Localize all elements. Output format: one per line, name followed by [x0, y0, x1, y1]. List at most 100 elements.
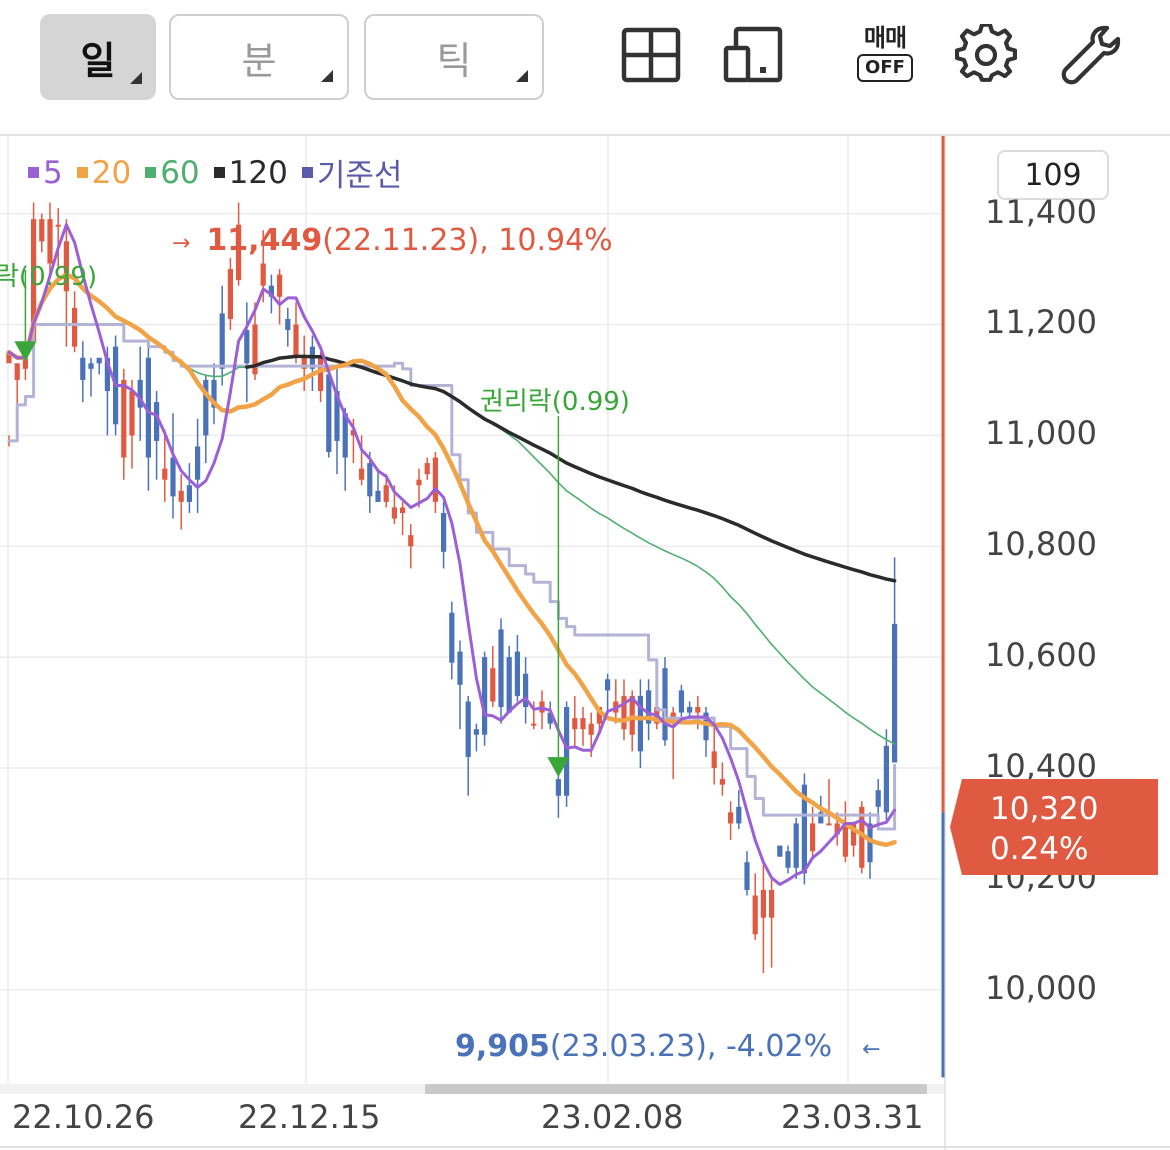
high-arrow-icon: →: [172, 231, 191, 256]
legend-swatch-icon: [145, 167, 157, 178]
dropdown-corner-icon: [321, 70, 333, 82]
ma5-line: [7, 223, 897, 886]
current-price: 10,320: [990, 791, 1099, 827]
candle-body: [892, 623, 898, 763]
candle-body: [826, 823, 832, 826]
event-markers: [14, 270, 570, 778]
candles: [6, 202, 898, 974]
dropdown-corner-icon: [130, 72, 142, 84]
candle-body: [482, 657, 488, 735]
candle-body: [383, 485, 389, 502]
candle-body: [465, 701, 471, 757]
dropdown-corner-icon: [516, 70, 528, 82]
grid-layout-icon[interactable]: [620, 24, 682, 86]
candle-count-box[interactable]: 109: [997, 150, 1109, 200]
candle-body: [137, 379, 143, 408]
candle-body: [760, 889, 766, 918]
moving-average-lines: [6, 223, 897, 886]
trade-toggle-button[interactable]: 매매 OFF: [852, 24, 918, 88]
legend-item[interactable]: 120: [213, 150, 288, 195]
ma20-line: [6, 272, 897, 848]
gear-icon[interactable]: [955, 24, 1017, 86]
candle-body: [662, 668, 668, 741]
candle-body: [564, 707, 570, 796]
legend-swatch-icon: [76, 167, 88, 178]
candle-body: [227, 269, 233, 319]
high-price: 11,449: [206, 223, 323, 258]
bottom-divider: [0, 1146, 1170, 1148]
candle-body: [154, 402, 160, 441]
candle-body: [334, 391, 340, 441]
current-price-tag: 10,320 0.24%: [950, 779, 1158, 875]
candle-body: [490, 668, 496, 702]
price-tag-shape: [950, 779, 1158, 875]
candle-body: [31, 219, 37, 342]
candle-body: [63, 241, 69, 292]
candle-body: [810, 823, 816, 852]
period-minute-button[interactable]: 분: [169, 14, 349, 100]
legend-label: 기준선: [316, 158, 403, 194]
price-range-bar: [941, 136, 945, 1078]
candle-body: [514, 651, 520, 696]
high-detail: (22.11.23), 10.94%: [322, 223, 613, 258]
candle-body: [162, 468, 168, 480]
candle-body: [473, 729, 479, 735]
legend-label: 5: [43, 154, 63, 191]
candle-body: [711, 751, 717, 768]
event-marker-triangle: [547, 757, 570, 778]
period-tick-button[interactable]: 틱: [364, 14, 544, 100]
price-tick-label: 11,400: [985, 192, 1097, 231]
candle-body: [391, 507, 397, 519]
candle-body: [736, 806, 742, 824]
period-tick-label: 틱: [436, 38, 472, 83]
price-tick-label: 11,000: [985, 414, 1097, 453]
candle-body: [523, 673, 529, 708]
legend-item[interactable]: 60: [145, 150, 200, 195]
low-annotation: 9,905(23.03.23), -4.02% ←: [455, 1029, 881, 1064]
split-screen-icon[interactable]: [722, 24, 784, 86]
candle-body: [145, 357, 151, 458]
price-tick-label: 11,200: [985, 303, 1097, 342]
candle-body: [375, 490, 381, 502]
candle-body: [596, 707, 602, 724]
legend-item[interactable]: 20: [76, 150, 131, 195]
candle-body: [801, 784, 807, 874]
candle-body: [769, 889, 775, 918]
period-minute-label: 분: [241, 38, 277, 83]
legend-item[interactable]: 기준선: [301, 150, 403, 195]
candle-body: [703, 712, 709, 741]
candle-body: [432, 457, 438, 502]
legend-swatch-icon: [28, 167, 39, 178]
candle-body: [719, 779, 725, 785]
candlestick-chart[interactable]: [0, 136, 944, 1084]
date-label-3: 23.02.08: [541, 1098, 684, 1136]
candle-body: [834, 823, 840, 835]
candle-body: [621, 695, 627, 730]
candle-body: [678, 690, 684, 713]
candle-body: [203, 379, 209, 436]
wrench-icon[interactable]: [1060, 24, 1122, 86]
candle-body: [883, 745, 889, 813]
period-day-button[interactable]: 일: [40, 14, 156, 100]
candle-body: [547, 712, 553, 724]
candle-body: [605, 679, 611, 691]
candle-body: [555, 779, 561, 796]
candle-body: [129, 391, 135, 436]
legend-item[interactable]: 5: [28, 150, 63, 195]
grid-lines: [0, 136, 944, 1084]
event-label-1: 락(0.99): [0, 262, 98, 292]
candle-body: [572, 718, 578, 730]
candle-body: [498, 629, 504, 708]
candle-body: [268, 285, 274, 297]
chart-scroll-thumb[interactable]: [425, 1084, 927, 1094]
candle-body: [104, 357, 110, 392]
candle-body: [588, 723, 594, 735]
candle-body: [859, 806, 865, 868]
candle-body: [252, 324, 258, 375]
candle-body: [793, 823, 799, 868]
candle-body: [580, 718, 586, 730]
candle-body: [55, 224, 61, 227]
candle-body: [457, 651, 463, 685]
candle-body: [400, 507, 406, 513]
candle-body: [186, 485, 192, 502]
